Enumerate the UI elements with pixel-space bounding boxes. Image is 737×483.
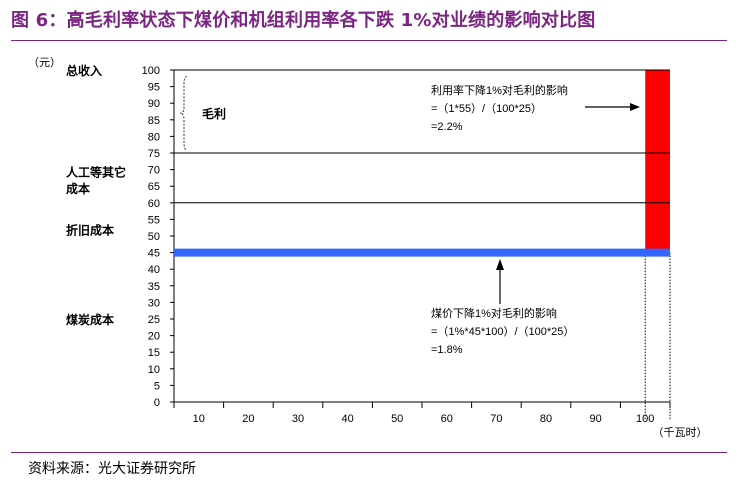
y-tick-label: 45	[148, 248, 160, 260]
y-tick-label: 90	[148, 98, 160, 110]
y-tick-label: 95	[148, 82, 160, 94]
figure-title: 图 6：高毛利率状态下煤价和机组利用率各下跌 1%对业绩的影响对比图	[11, 10, 596, 31]
annotation-text: =1.8%	[431, 344, 463, 356]
y-tick-label: 35	[148, 281, 160, 293]
annotation-text: 煤价下降1%对毛利的影响	[431, 306, 557, 320]
gross-profit-brace	[179, 76, 188, 151]
x-tick-label: 70	[490, 413, 502, 425]
x-tick-label: 10	[193, 413, 205, 425]
category-label: 毛利	[202, 106, 226, 121]
y-tick-label: 55	[148, 214, 160, 226]
source-divider	[11, 452, 727, 453]
annotation-text: 利用率下降1%对毛利的影响	[431, 83, 568, 97]
category-label: 成本	[66, 181, 90, 196]
y-tick-label: 25	[148, 314, 160, 326]
y-tick-label: 100	[142, 65, 160, 77]
arrowhead	[630, 103, 640, 111]
y-tick-label: 85	[148, 115, 160, 127]
y-tick-label: 15	[148, 347, 160, 359]
y-tick-label: 70	[148, 165, 160, 177]
y-axis: 0 5 10 15 20 25 30 35 40 45 50 55 60 65 70 75 80 85 90 95 10…	[28, 56, 175, 409]
source-note: 资料来源：光大证券研究所	[28, 461, 196, 477]
x-axis: 10 20 30 40 50 60 70 80 90 100（千瓦时）	[173, 401, 708, 439]
y-tick-label: 80	[148, 131, 160, 143]
category-label: 人工等其它	[66, 164, 126, 179]
x-tick-label: 30	[292, 413, 304, 425]
y-tick-label: 65	[148, 181, 160, 193]
category-label: 折旧成本	[66, 222, 114, 237]
annotation-text: =（1%*45*100）/（100*25）	[431, 325, 574, 338]
chart-marks	[174, 69, 671, 420]
category-label: 总收入	[66, 63, 102, 78]
y-tick-label: 5	[154, 380, 160, 392]
y-tick-label: 75	[148, 148, 160, 160]
x-tick-label: 80	[540, 413, 552, 425]
y-tick-label: 20	[148, 331, 160, 343]
x-tick-label: 60	[441, 413, 453, 425]
y-unit-label: （元）	[28, 56, 61, 69]
x-tick-label: 20	[242, 413, 254, 425]
arrowhead	[496, 259, 504, 270]
x-tick-label: 50	[391, 413, 403, 425]
x-unit-label: （千瓦时）	[653, 426, 708, 439]
highlight-bar	[645, 70, 670, 253]
category-label: 煤炭成本	[66, 312, 114, 327]
y-tick-label: 60	[148, 198, 160, 210]
x-tick-label: 40	[341, 413, 353, 425]
y-tick-label: 40	[148, 264, 160, 276]
annotations: 利用率下降1%对毛利的影响 =（1*55）/（100*25） =2.2% 煤价下降1%…	[431, 83, 640, 356]
y-tick-label: 30	[148, 297, 160, 309]
y-tick-label: 10	[148, 364, 160, 376]
x-tick-label: 90	[589, 413, 601, 425]
y-tick-label: 0	[154, 397, 160, 409]
annotation-text: =2.2%	[431, 121, 463, 133]
title-divider	[11, 40, 727, 41]
y-tick-label: 50	[148, 231, 160, 243]
annotation-text: =（1*55）/（100*25）	[431, 102, 542, 115]
